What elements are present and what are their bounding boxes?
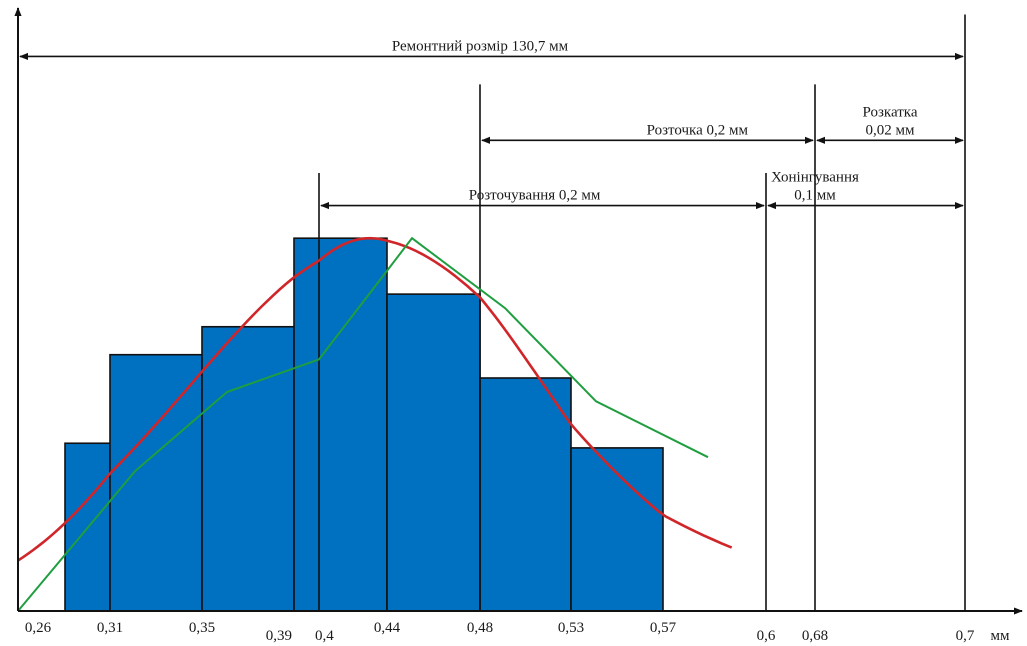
x-axis-unit-label: мм xyxy=(991,628,1010,644)
x-tick-label: 0,53 xyxy=(558,620,584,636)
histogram-bar-6 xyxy=(479,377,572,612)
x-tick-label: 0,31 xyxy=(97,620,123,636)
x-tick-label: 0,68 xyxy=(802,628,828,644)
dimension-label-5-2: 0,1 мм xyxy=(794,188,836,204)
x-tick-label: 0,39 xyxy=(266,628,292,644)
x-tick-label: 0,6 xyxy=(757,628,776,644)
curves-layer xyxy=(17,236,733,612)
axes xyxy=(14,7,1023,615)
histogram-bar-4 xyxy=(293,237,388,612)
dimension-label-2-1: Розточка 0,2 мм xyxy=(647,122,749,138)
x-tick-label: 0,35 xyxy=(189,620,215,636)
dimension-label-4-1: Розточування 0,2 мм xyxy=(469,188,601,204)
histogram-bar-3 xyxy=(201,325,295,612)
bars-layer xyxy=(64,237,664,612)
vertical-markers xyxy=(318,14,966,611)
dimension-lines: Ремонтний розмір 130,7 мм Розточка 0,2 мм… xyxy=(19,38,964,210)
x-tick-labels: 0,26 0,31 0,35 0,39 0,4 0,44 0,48 0,53 0,57 0,6 0,… xyxy=(25,620,1010,644)
frequency-polygon xyxy=(17,236,709,612)
dimension-label-3-2: 0,02 мм xyxy=(866,122,915,138)
x-tick-label: 0,7 xyxy=(956,628,975,644)
dimension-label-3-1: Розкатка xyxy=(863,104,918,120)
histogram-bar-5 xyxy=(386,293,481,612)
x-tick-label: 0,4 xyxy=(315,628,334,644)
normal-distribution-curve xyxy=(17,236,733,562)
x-tick-label: 0,57 xyxy=(650,620,677,636)
dimension-label-1-1: Ремонтний розмір 130,7 мм xyxy=(392,38,569,54)
dimension-label-5-1: Хонінгування xyxy=(771,170,859,186)
x-tick-label: 0,26 xyxy=(25,620,52,636)
x-tick-label: 0,44 xyxy=(374,620,401,636)
histogram-bar-2 xyxy=(109,353,203,612)
x-tick-label: 0,48 xyxy=(467,620,493,636)
